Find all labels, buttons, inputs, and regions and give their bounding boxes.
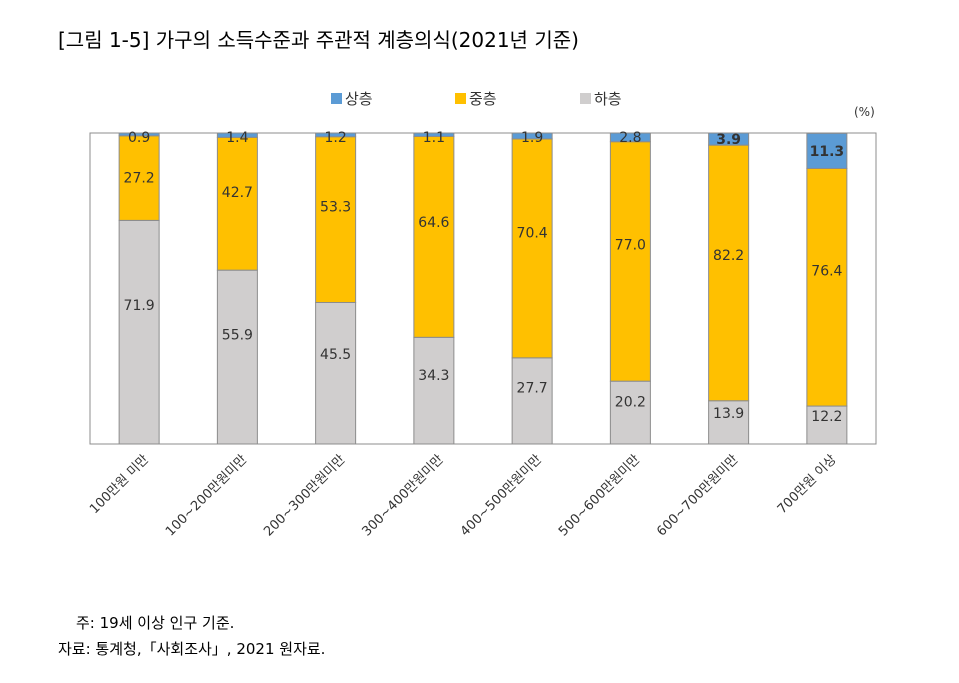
bar-segment	[806, 405, 848, 445]
data-label: 55.9	[222, 328, 253, 344]
bar-segment	[216, 136, 258, 271]
legend-label: 중층	[469, 90, 497, 108]
footnote-source: 자료: 통계청,「사회조사」, 2021 원자료.	[58, 640, 326, 658]
data-label: 3.9	[716, 132, 741, 148]
legend-swatch	[331, 93, 342, 104]
x-tick-label: 100만원 미만	[87, 452, 152, 517]
x-tick-label: 300~400만원미만	[359, 452, 446, 539]
x-tick-label: 700만원 이상	[775, 452, 840, 517]
bar-segment	[511, 357, 553, 445]
x-tick-label: 400~500만원미만	[458, 452, 545, 539]
data-label: 27.2	[124, 170, 155, 186]
data-label: 11.3	[810, 144, 845, 160]
data-label: 20.2	[615, 394, 646, 410]
bar-segment	[511, 138, 553, 359]
bar-segment	[708, 132, 750, 146]
bar-segment	[413, 135, 455, 338]
legend-label: 상층	[345, 90, 373, 108]
data-label: 34.3	[418, 368, 449, 384]
data-label: 45.5	[320, 347, 351, 363]
data-label: 76.4	[811, 263, 842, 279]
data-label: 64.6	[418, 215, 449, 231]
data-label: 82.2	[713, 248, 744, 264]
plot-area	[89, 132, 877, 445]
bar-segment	[609, 141, 651, 382]
data-label: 77.0	[615, 237, 646, 253]
bar-segment	[609, 132, 651, 143]
data-label: 1.9	[521, 130, 543, 146]
bar-segment	[118, 135, 160, 221]
data-label: 12.2	[811, 409, 842, 425]
bar-segment	[806, 132, 848, 169]
bar-segment	[315, 301, 357, 445]
bars: 71.9 27.2 0.9 55.9 42.7 1.4 45.5 53.3 1.2 34.3 64.…	[118, 130, 848, 445]
legend: 상층 중층 하층	[331, 90, 622, 108]
legend-label: 하층	[594, 90, 622, 108]
x-tick-label: 200~300만원미만	[261, 452, 348, 539]
x-tick-label: 600~700만원미만	[654, 452, 741, 539]
chart-title: [그림 1-5] 가구의 소득수준과 주관적 계층의식(2021년 기준)	[58, 28, 579, 52]
bar-segment	[216, 269, 258, 445]
data-label: 71.9	[124, 298, 155, 314]
data-label: 1.1	[423, 130, 445, 146]
bar-segment	[315, 136, 357, 303]
bar-segment	[609, 380, 651, 445]
bar-segment	[315, 132, 357, 138]
data-label: 70.4	[517, 225, 548, 241]
data-label: 27.7	[517, 380, 548, 396]
x-axis-labels: 100만원 미만 100~200만원미만 200~300만원미만 300~400만원미…	[87, 452, 840, 539]
data-label: 1.4	[226, 130, 248, 146]
bar-segment	[708, 400, 750, 445]
bar-segment	[118, 219, 160, 445]
x-tick-label: 500~600만원미만	[556, 452, 643, 539]
legend-swatch	[455, 93, 466, 104]
bar-segment	[511, 132, 553, 140]
bar-segment	[806, 167, 848, 407]
data-label: 0.9	[128, 130, 150, 146]
bar-segment	[216, 132, 258, 138]
data-label: 1.2	[324, 130, 346, 146]
bar-segment	[413, 132, 455, 137]
data-label: 42.7	[222, 185, 253, 201]
data-label: 2.8	[619, 130, 641, 146]
bar-segment	[708, 144, 750, 402]
bar-segment	[118, 132, 160, 137]
unit-label: (%)	[854, 105, 875, 119]
footnote-note: 주: 19세 이상 인구 기준.	[76, 614, 235, 632]
data-label: 13.9	[713, 406, 744, 422]
x-tick-label: 100~200만원미만	[163, 452, 250, 539]
bar-segment	[413, 336, 455, 445]
legend-swatch	[580, 93, 591, 104]
data-label: 53.3	[320, 199, 351, 215]
